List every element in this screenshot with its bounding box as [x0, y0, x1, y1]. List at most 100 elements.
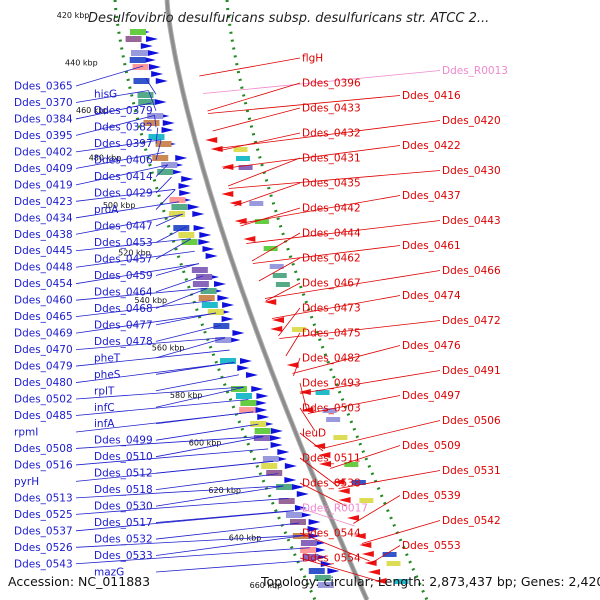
gc-content-block	[196, 274, 213, 280]
reverse-gene-label: Ddes_0432	[302, 128, 361, 140]
reverse-leader-line	[271, 295, 401, 319]
reverse-gene-arrow	[313, 443, 326, 449]
forward-gene-label: pheT	[94, 352, 121, 364]
backbone-ring	[165, 0, 369, 600]
kbp-tick-label: 540 kbp	[135, 296, 168, 305]
forward-gene-arrow	[296, 491, 309, 497]
forward-leader-line	[155, 423, 259, 441]
forward-gene-arrow	[202, 246, 215, 252]
gc-content-block	[261, 463, 278, 469]
gc-content-block	[276, 484, 293, 490]
forward-leader-line	[75, 510, 294, 532]
reverse-gene-label: Ddes_0497	[402, 390, 461, 402]
reverse-gene-arrow	[367, 569, 380, 575]
forward-gene-label: Ddes_0365	[14, 81, 73, 93]
forward-gene-label: Ddes_0526	[14, 542, 73, 554]
forward-leader-line	[75, 349, 230, 367]
forward-gene-arrow	[140, 43, 153, 49]
gc-content-block	[235, 393, 252, 399]
gc-content-block	[157, 169, 174, 175]
forward-gene-arrow	[154, 99, 167, 105]
forward-leader-line	[75, 411, 254, 433]
gc-content-block	[200, 288, 217, 294]
gc-content-block	[351, 480, 366, 485]
forward-gene-arrow	[307, 526, 320, 532]
gc-content-block	[254, 428, 271, 434]
reverse-gene-arrow	[221, 191, 234, 197]
reverse-leader-line	[299, 507, 355, 527]
gc-content-block	[168, 211, 185, 217]
forward-leader-line	[75, 497, 289, 515]
forward-leader-line	[75, 386, 244, 400]
forward-gene-arrow	[155, 78, 168, 84]
forward-leader-line	[75, 436, 264, 449]
gc-content-block	[181, 239, 198, 245]
reverse-gene-label: Ddes_0506	[442, 415, 501, 427]
reverse-leader-line	[246, 220, 441, 244]
reverse-leader-line	[307, 395, 401, 414]
reverse-gene-label: Ddes_0511	[302, 453, 361, 465]
forward-gene-label: Ddes_0402	[14, 146, 73, 158]
gc-content-block	[233, 147, 248, 152]
forward-leader-line	[155, 473, 279, 491]
gc-content-block	[315, 390, 330, 395]
forward-gene-arrow	[254, 400, 267, 406]
reverse-leader-line	[299, 557, 379, 582]
forward-gene-arrow	[221, 316, 234, 322]
leader-line-layer	[75, 57, 441, 582]
forward-gene-arrow	[192, 211, 205, 217]
forward-gene-label: Ddes_0395	[14, 130, 73, 142]
forward-gene-arrow	[193, 225, 206, 231]
reverse-leader-line	[258, 257, 301, 282]
forward-gene-label: Ddes_0480	[14, 377, 73, 389]
reverse-gene-label: Ddes_0554	[302, 553, 361, 565]
reverse-leader-line	[228, 170, 441, 189]
forward-leader-line	[155, 288, 208, 309]
forward-gene-label: Ddes_0517	[94, 517, 153, 529]
reverse-gene-arrow	[221, 164, 234, 170]
forward-gene-arrow	[178, 183, 191, 189]
forward-gene-label: Ddes_0478	[94, 336, 153, 348]
accession-text: Accession: NC_011883	[8, 574, 150, 589]
gc-content-block	[213, 323, 230, 329]
forward-gene-label: Ddes_0533	[94, 550, 153, 562]
reverse-leader-line	[264, 270, 441, 299]
forward-gene-arrow	[313, 547, 326, 553]
forward-gene-arrow	[232, 330, 245, 336]
forward-gene-arrow	[217, 295, 230, 301]
reverse-gene-label: Ddes_0491	[442, 365, 501, 377]
reverse-gene-arrow	[205, 137, 218, 143]
gc-content-block	[143, 120, 160, 126]
forward-gene-label: Ddes_0447	[94, 221, 153, 233]
reverse-gene-label: Ddes_0420	[442, 115, 501, 127]
gc-content-block	[198, 295, 215, 301]
reverse-gene-arrow	[229, 200, 242, 206]
forward-gene-arrow	[255, 407, 268, 413]
forward-gene-arrow	[162, 120, 175, 126]
reverse-leader-line	[222, 145, 401, 169]
forward-gene-label: Ddes_0460	[14, 295, 73, 307]
reverse-gene-label: Ddes_0396	[302, 78, 361, 90]
forward-gene-arrow	[284, 477, 297, 483]
forward-leader-line	[155, 485, 284, 507]
gc-content-block	[171, 204, 188, 210]
reverse-gene-label: Ddes_0503	[302, 403, 361, 415]
gc-content-block	[236, 156, 251, 161]
forward-gene-label: Ddes_0485	[14, 410, 73, 422]
reverse-gene-label: Ddes_0422	[402, 140, 461, 152]
gc-content-block	[263, 246, 278, 251]
reverse-gene-arrow	[210, 146, 223, 152]
forward-leader-line	[155, 275, 204, 293]
reverse-gene-label: Ddes_0482	[302, 353, 361, 365]
reverse-leader-line	[251, 232, 301, 262]
kbp-tick-label: 460 kbp	[76, 106, 109, 115]
gc-content-block	[269, 264, 284, 269]
forward-leader-line	[148, 90, 157, 111]
reverse-gene-arrow	[318, 461, 331, 467]
forward-gene-label: Ddes_0502	[14, 394, 73, 406]
forward-leader-line	[75, 65, 144, 87]
gc-content-block	[359, 498, 374, 503]
gc-content-block	[147, 113, 164, 119]
forward-gene-label: Ddes_0516	[14, 459, 73, 471]
